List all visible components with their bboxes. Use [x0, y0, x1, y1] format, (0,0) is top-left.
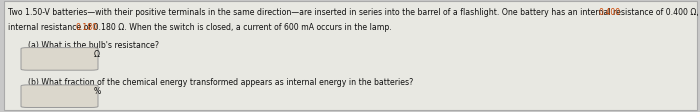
Text: 0.180: 0.180: [76, 22, 98, 31]
Text: Two 1.50-V batteries—with their positive terminals in the same direction—are ins: Two 1.50-V batteries—with their positive…: [8, 8, 666, 17]
Text: 0.400: 0.400: [598, 8, 621, 17]
Text: (b) What fraction of the chemical energy transformed appears as internal energy : (b) What fraction of the chemical energy…: [28, 77, 413, 86]
Text: Ω: Ω: [94, 49, 100, 58]
Text: internal resistance of 0.180 Ω. When the switch is closed, a current of 600 mA o: internal resistance of 0.180 Ω. When the…: [8, 22, 392, 31]
FancyBboxPatch shape: [21, 48, 98, 71]
FancyBboxPatch shape: [21, 85, 98, 108]
Text: Two 1.50-V batteries—with their positive terminals in the same direction—are ins: Two 1.50-V batteries—with their positive…: [8, 8, 700, 17]
Text: %: %: [94, 86, 101, 95]
Text: (a) What is the bulb's resistance?: (a) What is the bulb's resistance?: [28, 40, 159, 49]
FancyBboxPatch shape: [4, 2, 696, 110]
Text: internal resistance of: internal resistance of: [8, 22, 94, 31]
